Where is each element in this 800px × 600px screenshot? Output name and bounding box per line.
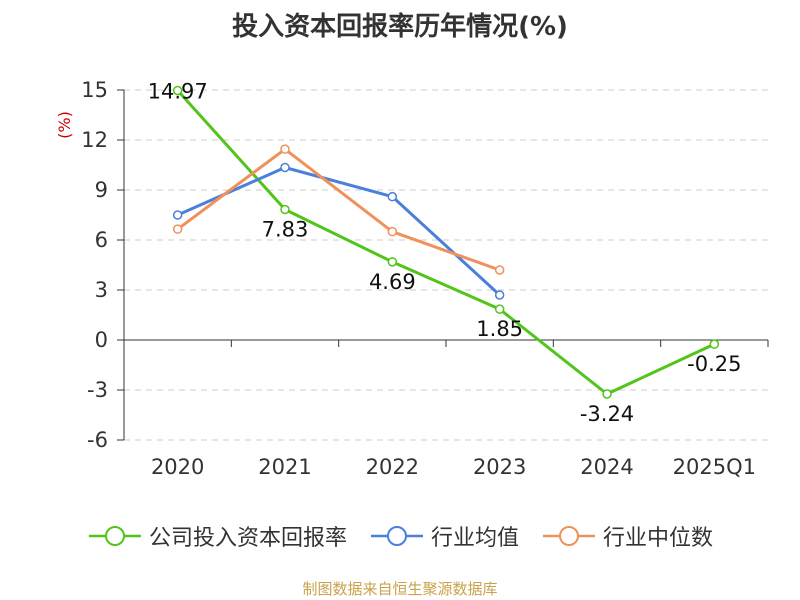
data-point	[494, 304, 505, 314]
chart-legend: 公司投入资本回报率 行业均值 行业中位数	[0, 520, 800, 552]
y-axis-unit-label: (%)	[55, 111, 74, 139]
legend-item-2[interactable]: 行业中位数	[541, 520, 713, 552]
legend-swatch-icon	[370, 526, 423, 546]
data-point	[172, 224, 183, 234]
legend-label: 行业中位数	[603, 526, 714, 551]
data-label: 1.85	[476, 317, 523, 341]
data-point	[280, 204, 290, 215]
series-line-2	[176, 147, 501, 272]
legend-label: 行业均值	[430, 526, 519, 551]
data-point	[387, 226, 398, 237]
y-tick-label: 15	[81, 78, 108, 102]
data-point	[172, 210, 183, 220]
data-point	[494, 265, 505, 275]
x-tick-label: 2024	[580, 455, 633, 479]
data-point	[172, 85, 183, 96]
data-label: 14.97	[148, 80, 208, 104]
data-point	[280, 162, 290, 173]
data-label: -0.25	[687, 352, 741, 376]
chart-title: 投入资本回报率历年情况(%)	[232, 12, 568, 42]
legend-swatch-icon	[543, 526, 595, 546]
legend-item-1[interactable]: 行业均值	[369, 520, 519, 552]
legend-label: 公司投入资本回报率	[148, 526, 347, 551]
legend-item-0[interactable]: 公司投入资本回报率	[87, 520, 347, 552]
data-label: 4.69	[369, 270, 416, 294]
y-tick-label: 12	[81, 128, 108, 152]
x-tick-label: 2022	[366, 455, 419, 479]
data-point	[280, 144, 290, 154]
y-tick-label: 0	[95, 328, 108, 352]
legend-swatch-icon	[88, 526, 141, 546]
series-line-0	[176, 89, 715, 396]
x-tick-label: 2021	[258, 455, 311, 479]
data-point	[494, 290, 505, 300]
y-tick-label: 6	[95, 228, 108, 252]
data-point	[387, 191, 398, 202]
data-label: 7.83	[262, 218, 309, 242]
x-tick-label: 2025Q1	[673, 455, 756, 479]
data-source-note: 制图数据来自恒生聚源数据库	[302, 580, 498, 598]
data-label: -3.24	[580, 402, 634, 426]
x-tick-label: 2020	[151, 455, 204, 479]
data-point	[709, 339, 720, 349]
y-tick-label: 9	[95, 178, 108, 202]
data-point	[387, 257, 398, 267]
y-tick-label: -3	[87, 378, 108, 402]
series-line-1	[177, 166, 501, 297]
y-tick-label: 3	[95, 278, 108, 302]
x-tick-label: 2023	[473, 455, 526, 479]
y-tick-label: -6	[87, 428, 108, 452]
data-point	[602, 389, 612, 399]
